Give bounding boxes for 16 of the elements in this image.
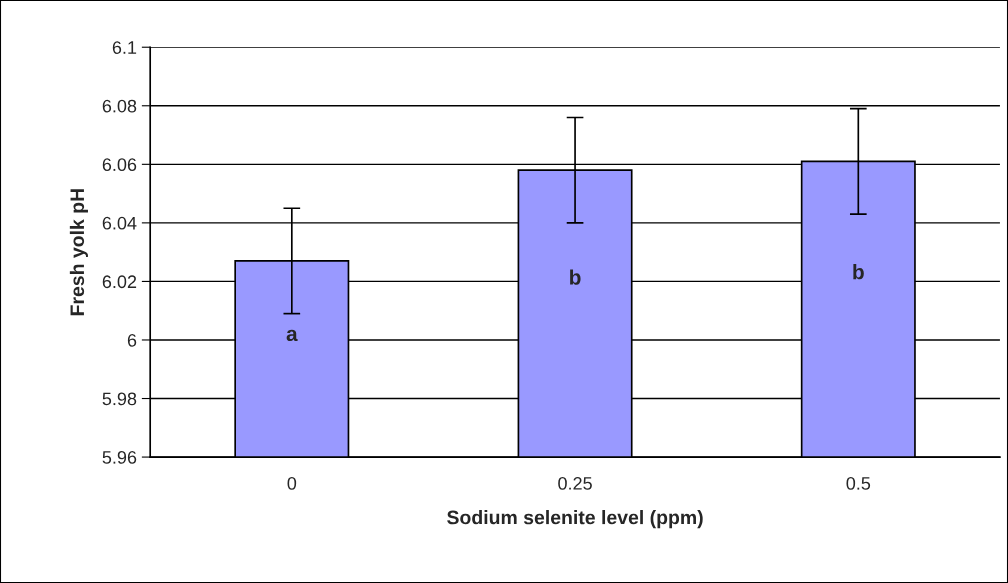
- x-tick-label: 0: [287, 476, 297, 490]
- y-tick-label: 6.08: [102, 99, 137, 113]
- y-tick-label: 5.98: [102, 392, 137, 406]
- annotation: b: [570, 269, 581, 285]
- y-axis-title: Fresh yolk pH: [69, 189, 88, 316]
- y-tick-label: 6: [127, 333, 137, 347]
- x-tick-label: 0.25: [558, 476, 592, 490]
- y-tick-label: 6.06: [102, 158, 137, 172]
- y-tick-label: 6.1: [112, 41, 137, 54]
- annotation: b: [853, 264, 864, 280]
- x-tick-label: 0.5: [846, 476, 871, 490]
- x-axis-title: Sodium selenite level (ppm): [447, 510, 703, 529]
- y-tick-label: 6.02: [102, 275, 137, 289]
- y-tick-label: 6.04: [102, 216, 137, 230]
- annotation: a: [286, 329, 298, 342]
- y-tick-label: 5.96: [102, 451, 137, 464]
